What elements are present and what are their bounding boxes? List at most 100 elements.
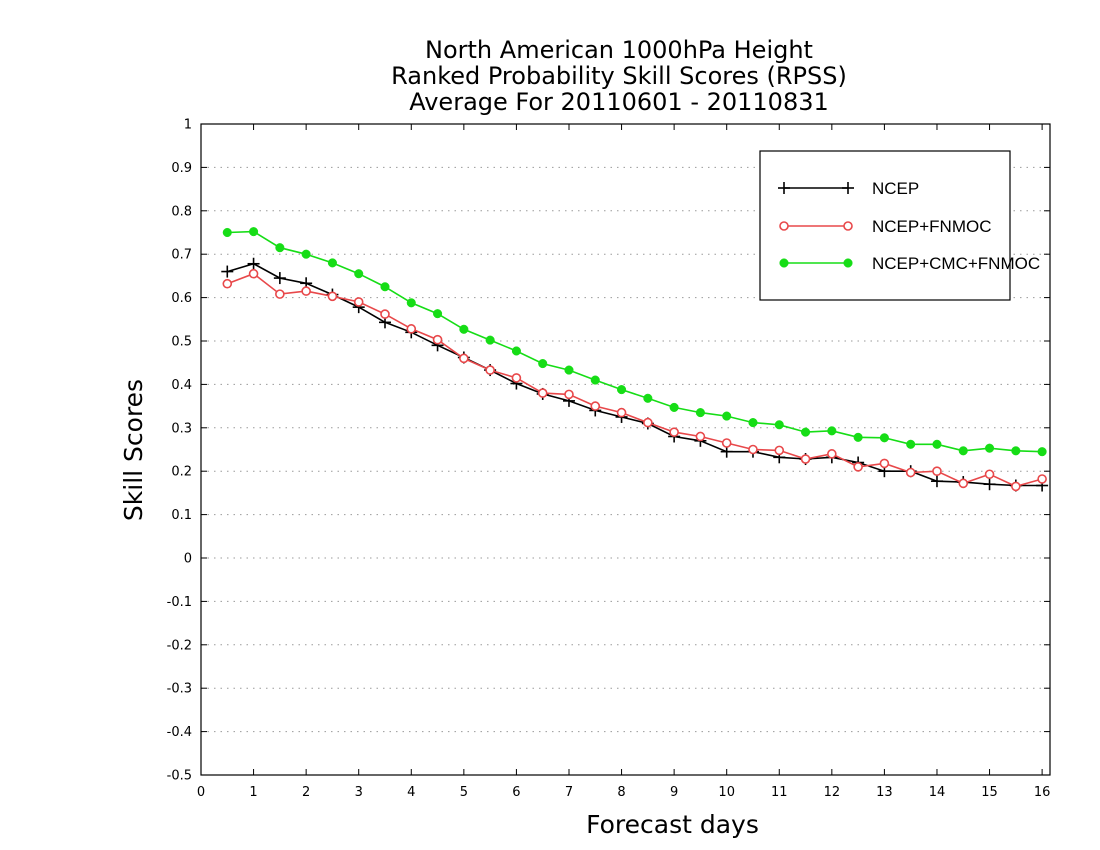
data-point <box>721 438 732 448</box>
data-point <box>222 227 232 238</box>
legend-item: NCEP <box>778 179 919 198</box>
data-point <box>222 278 233 289</box>
data-point <box>327 291 338 302</box>
series-1 <box>222 268 1047 492</box>
y-tick-label: 0.2 <box>171 465 192 480</box>
legend-item: NCEP+FNMOC <box>779 217 991 236</box>
title-line-3: Average For 20110601 - 20110831 <box>409 88 829 116</box>
data-point <box>406 324 417 334</box>
y-tick-label: 0.8 <box>171 204 192 219</box>
data-point <box>853 462 863 472</box>
y-tick-label: 0.4 <box>171 378 192 393</box>
y-tick-label: -0.3 <box>167 682 192 697</box>
data-point <box>617 385 627 395</box>
title-line-2: Ranked Probability Skill Scores (RPSS) <box>391 62 847 90</box>
data-point <box>643 417 653 428</box>
y-tick-label: 0.5 <box>171 335 192 350</box>
x-tick-label: 1 <box>249 785 257 800</box>
data-point <box>801 427 811 437</box>
data-point <box>433 309 443 319</box>
x-tick-label: 16 <box>1034 785 1051 800</box>
y-tick-label: 0.1 <box>171 508 192 523</box>
y-tick-label: -0.5 <box>167 769 192 784</box>
chart-title: North American 1000hPa Height Ranked Pro… <box>391 36 847 116</box>
x-tick-label: 4 <box>407 785 415 800</box>
data-point <box>564 365 574 375</box>
x-axis: 0 1 2 3 4 5 6 7 8 9 10 11 12 13 14 15 16 <box>197 124 1051 800</box>
x-axis-title: Forecast days <box>586 810 759 839</box>
data-point <box>432 334 443 345</box>
data-point <box>800 454 811 464</box>
x-tick-label: 10 <box>718 785 735 800</box>
data-point <box>485 365 495 375</box>
data-point <box>301 286 311 296</box>
data-point <box>485 335 495 345</box>
data-point <box>879 458 890 469</box>
data-point <box>958 446 968 456</box>
series-line <box>227 272 1043 488</box>
legend-marker <box>779 258 789 268</box>
data-point <box>380 282 390 292</box>
data-point <box>906 439 916 449</box>
x-tick-label: 3 <box>355 785 363 800</box>
y-tick-label: 0 <box>184 552 192 567</box>
data-point <box>695 431 706 442</box>
y-tick-label: 0.6 <box>171 291 192 306</box>
legend: NCEP NCEP+FNMOC NCEP+CMC+FNMOC <box>759 150 1040 301</box>
data-point <box>459 324 469 334</box>
data-point <box>248 268 259 279</box>
data-point <box>590 401 601 411</box>
data-point <box>353 297 364 307</box>
data-point <box>643 393 653 403</box>
data-point <box>354 269 364 279</box>
data-point <box>905 467 916 478</box>
data-point <box>669 402 679 412</box>
x-tick-label: 0 <box>197 785 205 800</box>
data-point <box>459 353 469 364</box>
x-tick-label: 8 <box>617 785 625 800</box>
data-point <box>301 249 311 259</box>
data-point <box>538 359 548 369</box>
x-tick-label: 12 <box>824 785 841 800</box>
y-axis: 1 0.9 0.8 0.7 0.6 0.5 0.4 0.3 0.2 0.1 0 -0.1 -0.2 -0.… <box>167 118 1050 784</box>
data-point <box>932 466 942 477</box>
title-line-1: North American 1000hPa Height <box>425 36 813 64</box>
y-tick-label: 1 <box>184 118 192 133</box>
y-tick-label: -0.2 <box>167 638 192 653</box>
series-layer <box>221 227 1049 492</box>
legend-item: NCEP+CMC+FNMOC <box>779 254 1040 273</box>
x-tick-label: 9 <box>670 785 678 800</box>
y-tick-label: 0.3 <box>171 421 192 436</box>
data-point <box>1011 481 1021 492</box>
data-point <box>564 389 574 400</box>
x-tick-label: 15 <box>981 785 998 800</box>
x-tick-label: 13 <box>876 785 893 800</box>
data-point <box>1037 474 1047 484</box>
data-point <box>932 439 942 449</box>
data-point <box>669 427 679 437</box>
data-point <box>380 309 390 319</box>
data-point <box>748 418 758 428</box>
data-point <box>984 469 995 480</box>
x-tick-label: 14 <box>929 785 946 800</box>
data-point <box>511 373 522 383</box>
x-tick-label: 6 <box>512 785 520 800</box>
data-point <box>958 478 969 489</box>
legend-marker <box>779 221 789 231</box>
x-tick-label: 11 <box>771 785 788 800</box>
legend-label: NCEP <box>872 179 919 198</box>
y-tick-label: -0.4 <box>167 725 192 740</box>
y-tick-label: 0.9 <box>171 161 192 176</box>
y-tick-label: -0.1 <box>167 595 192 610</box>
data-point <box>984 443 995 453</box>
x-tick-label: 2 <box>302 785 310 800</box>
data-point <box>511 346 521 356</box>
data-point <box>537 388 548 398</box>
x-tick-label: 5 <box>460 785 468 800</box>
data-point <box>327 258 337 268</box>
plot-frame <box>200 123 1051 776</box>
data-point <box>616 407 627 418</box>
data-point <box>722 411 732 421</box>
data-point <box>1011 446 1021 456</box>
